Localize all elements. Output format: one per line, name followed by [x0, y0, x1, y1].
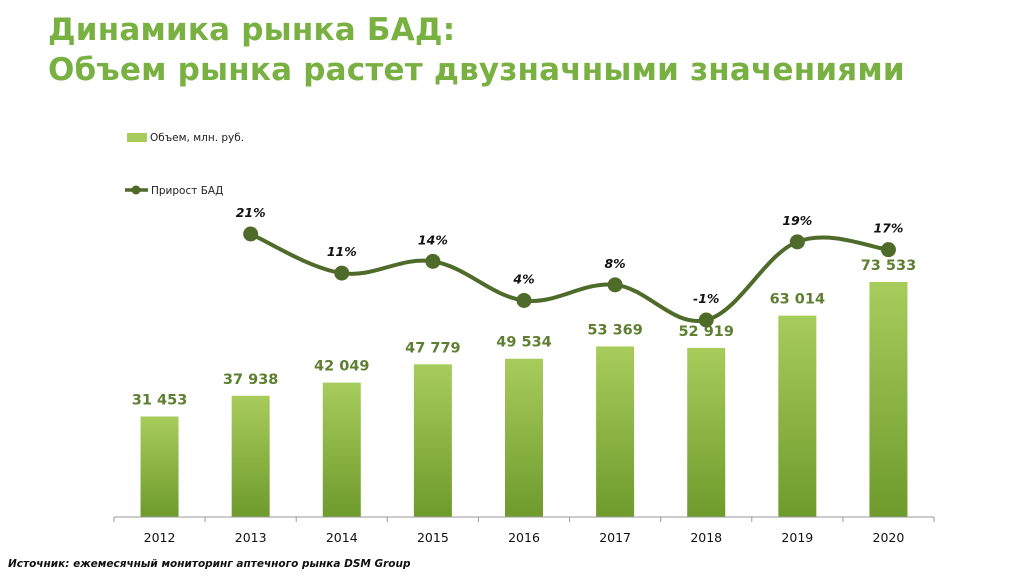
growth-label-2013: 21%: [236, 205, 266, 220]
bar-value-label-2015: 47 779: [405, 340, 461, 356]
bar-value-label-2014: 42 049: [314, 359, 370, 375]
growth-line: [249, 232, 889, 323]
legend-swatch-marker: [131, 185, 141, 195]
bar-value-label-2013: 37 938: [223, 372, 279, 388]
title-line-1: Динамика рынка БАД:: [48, 12, 456, 48]
title-line-2: Объем рынка растет двузначными значениям…: [48, 52, 905, 88]
x-tick-label-2014: 2014: [326, 530, 358, 545]
growth-point-2013: [243, 226, 259, 242]
x-tick-label-2019: 2019: [781, 530, 813, 545]
bar-value-label-2017: 53 369: [587, 322, 643, 338]
growth-label-2018: -1%: [693, 291, 719, 306]
bar-2019: [778, 315, 817, 517]
growth-point-2016: [516, 292, 532, 308]
x-tick-label-2020: 2020: [873, 530, 905, 545]
x-tick-label-2013: 2013: [235, 530, 267, 545]
x-tick-label-2017: 2017: [599, 530, 631, 545]
bar-2013: [231, 395, 270, 517]
bar-value-label-2012: 31 453: [132, 392, 188, 408]
bar-2017: [596, 346, 635, 517]
page-title: Динамика рынка БАД: Объем рынка растет д…: [48, 10, 905, 90]
bar-2020: [869, 282, 908, 517]
source-note: Источник: ежемесячный мониторинг аптечно…: [8, 558, 411, 570]
bar-2014: [322, 382, 361, 517]
growth-label-2016: 4%: [512, 271, 534, 286]
x-tick-label-2015: 2015: [417, 530, 449, 545]
growth-label-2015: 14%: [418, 232, 448, 247]
growth-label-2020: 17%: [873, 221, 903, 236]
bar-2016: [505, 358, 543, 517]
growth-label-2014: 11%: [327, 244, 357, 259]
bar-2018: [687, 347, 726, 517]
legend-label-growth: Прирост БАД: [151, 185, 223, 197]
growth-label-2019: 19%: [782, 213, 812, 228]
bar-value-label-2019: 63 014: [770, 292, 826, 308]
bar-2015: [413, 364, 452, 517]
x-tick-label-2016: 2016: [508, 530, 540, 545]
growth-point-2014: [334, 265, 350, 281]
legend-swatch-bar: [127, 133, 147, 142]
x-tick-label-2012: 2012: [144, 530, 176, 545]
legend-item-growth: Прирост БАД: [125, 185, 223, 197]
growth-point-2018: [698, 312, 714, 328]
growth-point-2015: [425, 253, 441, 269]
bar-2012: [140, 416, 179, 517]
x-tick-label-2018: 2018: [690, 530, 722, 545]
bar-value-label-2016: 49 534: [496, 335, 552, 351]
growth-point-2019: [789, 234, 805, 250]
growth-label-2017: 8%: [604, 256, 625, 271]
legend-item-volume: Объем, млн. руб.: [127, 132, 244, 144]
bar-value-label-2020: 73 533: [861, 258, 917, 274]
growth-point-2020: [880, 242, 896, 258]
growth-point-2017: [607, 277, 623, 293]
legend-label-volume: Объем, млн. руб.: [150, 132, 244, 144]
bar-value-label-2018: 52 919: [678, 324, 734, 340]
